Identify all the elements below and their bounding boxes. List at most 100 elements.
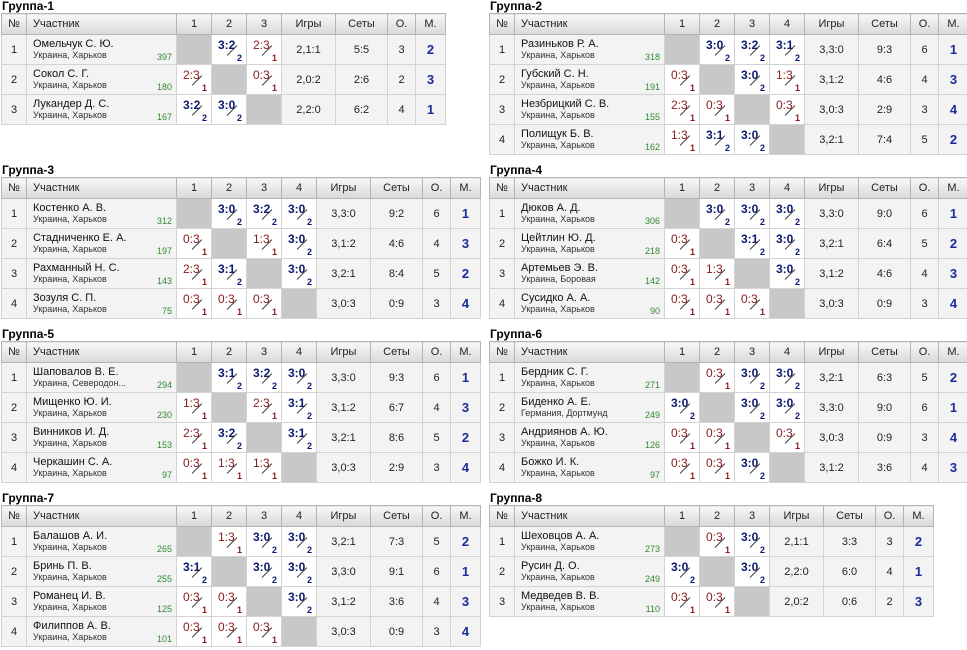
match-result[interactable]: 2:3 1 [176, 64, 212, 95]
match-result[interactable]: 3:0 2 [769, 198, 805, 229]
match-result[interactable]: 3:0 2 [281, 556, 317, 587]
participant-name[interactable]: Романец И. В. [33, 590, 106, 602]
match-result[interactable]: 3:2 2 [246, 198, 282, 229]
match-result[interactable]: 3:0 2 [769, 362, 805, 393]
match-result[interactable]: 1:3 1 [246, 228, 282, 259]
match-result[interactable]: 2:3 1 [246, 392, 282, 423]
participant-name[interactable]: Зозуля С. П. [33, 292, 97, 304]
match-result[interactable]: 3:0 2 [281, 586, 317, 617]
match-result[interactable]: 2:3 1 [664, 94, 700, 125]
match-result[interactable]: 3:0 2 [734, 526, 770, 557]
match-result[interactable]: 3:0 2 [734, 556, 770, 587]
participant-name[interactable]: Биденко А. Е. [521, 396, 591, 408]
participant-name[interactable]: Незбрицкий С. В. [521, 98, 610, 110]
match-result[interactable]: 3:1 2 [176, 556, 212, 587]
participant-name[interactable]: Черкашин С. А. [33, 456, 113, 468]
participant-name[interactable]: Стадниченко Е. А. [33, 232, 127, 244]
match-result[interactable]: 0:3 1 [176, 586, 212, 617]
match-result[interactable]: 0:3 1 [699, 288, 735, 319]
match-result[interactable]: 1:3 1 [246, 452, 282, 483]
match-result[interactable]: 0:3 1 [699, 586, 735, 617]
participant-name[interactable]: Филиппов А. В. [33, 620, 111, 632]
match-result[interactable]: 3:1 2 [211, 258, 247, 289]
match-result[interactable]: 1:3 1 [176, 392, 212, 423]
match-result[interactable]: 0:3 1 [176, 616, 212, 647]
participant-name[interactable]: Сусидко А. А. [521, 292, 591, 304]
match-result[interactable]: 3:0 2 [281, 228, 317, 259]
match-result[interactable]: 0:3 1 [664, 228, 700, 259]
match-result[interactable]: 3:0 2 [664, 392, 700, 423]
match-result[interactable]: 3:0 2 [664, 556, 700, 587]
match-result[interactable]: 0:3 1 [699, 526, 735, 557]
match-result[interactable]: 0:3 1 [176, 228, 212, 259]
match-result[interactable]: 0:3 1 [664, 586, 700, 617]
match-result[interactable]: 1:3 1 [211, 526, 247, 557]
match-result[interactable]: 1:3 1 [211, 452, 247, 483]
match-result[interactable]: 3:1 2 [769, 34, 805, 65]
participant-name[interactable]: Артемьев Э. В. [521, 262, 598, 274]
match-result[interactable]: 3:0 2 [211, 94, 247, 125]
participant-name[interactable]: Губский С. Н. [521, 68, 589, 80]
match-result[interactable]: 3:0 2 [281, 198, 317, 229]
match-result[interactable]: 3:0 2 [734, 64, 770, 95]
match-result[interactable]: 3:0 2 [281, 526, 317, 557]
match-result[interactable]: 0:3 1 [664, 422, 700, 453]
participant-name[interactable]: Разиньков Р. А. [521, 38, 599, 50]
match-result[interactable]: 0:3 1 [769, 422, 805, 453]
match-result[interactable]: 0:3 1 [699, 422, 735, 453]
match-result[interactable]: 3:0 2 [246, 556, 282, 587]
match-result[interactable]: 3:0 2 [734, 392, 770, 423]
participant-name[interactable]: Дюков А. Д. [521, 202, 581, 214]
match-result[interactable]: 3:2 2 [211, 34, 247, 65]
match-result[interactable]: 0:3 1 [246, 616, 282, 647]
match-result[interactable]: 3:0 2 [211, 198, 247, 229]
match-result[interactable]: 0:3 1 [734, 288, 770, 319]
participant-name[interactable]: Бердник С. Г. [521, 366, 589, 378]
match-result[interactable]: 0:3 1 [699, 362, 735, 393]
participant-name[interactable]: Омельчук С. Ю. [33, 38, 114, 50]
match-result[interactable]: 2:3 1 [176, 422, 212, 453]
participant-name[interactable]: Шаповалов В. Е. [33, 366, 119, 378]
participant-name[interactable]: Медведев В. В. [521, 590, 600, 602]
match-result[interactable]: 1:3 1 [699, 258, 735, 289]
participant-name[interactable]: Костенко А. В. [33, 202, 107, 214]
match-result[interactable]: 3:0 2 [699, 198, 735, 229]
match-result[interactable]: 3:0 2 [769, 228, 805, 259]
match-result[interactable]: 3:0 2 [734, 452, 770, 483]
match-result[interactable]: 1:3 1 [664, 124, 700, 155]
participant-name[interactable]: Балашов А. И. [33, 530, 108, 542]
participant-name[interactable]: Мищенко Ю. И. [33, 396, 112, 408]
match-result[interactable]: 0:3 1 [246, 64, 282, 95]
match-result[interactable]: 3:0 2 [734, 198, 770, 229]
match-result[interactable]: 3:0 2 [281, 258, 317, 289]
participant-name[interactable]: Цейтлин Ю. Д. [521, 232, 596, 244]
match-result[interactable]: 0:3 1 [211, 616, 247, 647]
participant-name[interactable]: Божко И. К. [521, 456, 580, 468]
match-result[interactable]: 3:0 2 [734, 362, 770, 393]
participant-name[interactable]: Андриянов А. Ю. [521, 426, 608, 438]
match-result[interactable]: 3:0 2 [246, 526, 282, 557]
participant-name[interactable]: Шеховцов А. А. [521, 530, 600, 542]
match-result[interactable]: 0:3 1 [211, 586, 247, 617]
participant-name[interactable]: Винников И. Д. [33, 426, 110, 438]
participant-name[interactable]: Русин Д. О. [521, 560, 580, 572]
match-result[interactable]: 3:1 2 [699, 124, 735, 155]
match-result[interactable]: 0:3 1 [664, 64, 700, 95]
match-result[interactable]: 3:0 2 [769, 392, 805, 423]
match-result[interactable]: 3:1 2 [281, 422, 317, 453]
match-result[interactable]: 3:1 2 [281, 392, 317, 423]
match-result[interactable]: 0:3 1 [246, 288, 282, 319]
match-result[interactable]: 0:3 1 [664, 288, 700, 319]
match-result[interactable]: 3:0 2 [769, 258, 805, 289]
participant-name[interactable]: Сокол С. Г. [33, 68, 90, 80]
match-result[interactable]: 1:3 1 [769, 64, 805, 95]
match-result[interactable]: 2:3 1 [246, 34, 282, 65]
match-result[interactable]: 3:1 2 [211, 362, 247, 393]
match-result[interactable]: 3:0 2 [734, 124, 770, 155]
match-result[interactable]: 3:0 2 [699, 34, 735, 65]
match-result[interactable]: 3:2 2 [246, 362, 282, 393]
match-result[interactable]: 3:2 2 [176, 94, 212, 125]
participant-name[interactable]: Лукандер Д. С. [33, 98, 110, 110]
match-result[interactable]: 2:3 1 [176, 258, 212, 289]
participant-name[interactable]: Полищук Б. В. [521, 128, 594, 140]
